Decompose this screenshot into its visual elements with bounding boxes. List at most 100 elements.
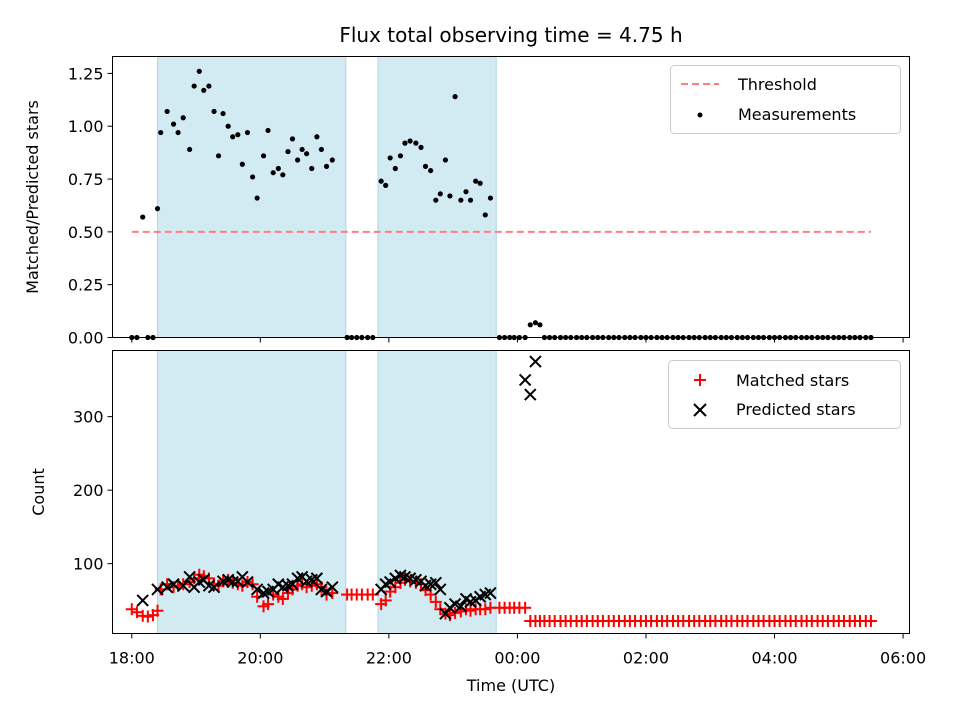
measurement-point xyxy=(383,182,389,188)
chart-title: Flux total observing time = 4.75 h xyxy=(339,23,682,47)
measurement-point xyxy=(187,146,193,153)
top-axes-frame xyxy=(112,56,910,338)
legend-threshold-label: Threshold xyxy=(737,75,817,94)
shaded-interval-0 xyxy=(156,350,347,634)
bottom-y-axis: 100 200 300 xyxy=(73,408,113,574)
predicted-star-point xyxy=(167,578,180,591)
matched-star-point xyxy=(429,595,442,608)
bottom-ytick-label: 200 xyxy=(73,481,104,500)
matched-star-point xyxy=(479,603,492,616)
measurement-point xyxy=(463,189,469,195)
measurement-point xyxy=(467,197,474,203)
top-panel: 0.00 0.25 0.50 0.75 1.00 1.25 Matched/Predict… xyxy=(23,56,910,348)
x-axis-title: Time (UTC) xyxy=(466,676,555,695)
predicted-star-point xyxy=(524,388,537,401)
measurement-point xyxy=(477,180,483,186)
measurement-point xyxy=(428,167,434,174)
predicted-star-point xyxy=(529,355,542,368)
predicted-star-point xyxy=(518,373,532,387)
measurement-point xyxy=(191,83,197,89)
matched-star-point xyxy=(519,601,532,614)
xtick-label: 00:00 xyxy=(494,649,540,668)
top-legend-box xyxy=(670,65,901,134)
bottom-legend: Matched stars Predicted stars xyxy=(668,360,901,429)
bottom-ytick-label: 300 xyxy=(73,408,104,427)
predicted-star-point xyxy=(207,580,221,594)
shaded-interval-0 xyxy=(156,56,347,338)
matched-star-point xyxy=(379,594,392,607)
matched-star-point xyxy=(125,603,138,616)
predicted-star-point xyxy=(429,576,443,589)
predicted-star-point xyxy=(226,575,239,589)
bottom-ytick-label: 100 xyxy=(73,555,104,574)
xtick-label: 04:00 xyxy=(751,649,797,668)
xtick-label: 22:00 xyxy=(366,649,412,668)
top-legend: Threshold Measurements xyxy=(670,65,901,134)
measurement-point xyxy=(285,148,291,155)
measurement-point xyxy=(201,87,207,93)
top-ytick-label: 1.00 xyxy=(68,117,104,136)
measurement-point xyxy=(289,136,296,142)
legend-measurements-label: Measurements xyxy=(738,105,856,124)
measurement-point xyxy=(314,134,320,140)
measurement-point xyxy=(235,132,241,138)
bottom-legend-box xyxy=(668,360,901,429)
predicted-star-point xyxy=(434,583,447,596)
predicted-star-point xyxy=(241,575,254,589)
predicted-star-point xyxy=(136,594,149,607)
measurement-point xyxy=(413,140,419,146)
bottom-predicted-layer xyxy=(136,355,542,620)
measurement-point xyxy=(215,153,222,159)
measurement-point xyxy=(265,127,271,134)
measurement-point xyxy=(225,123,231,129)
bottom-panel: 100 200 300 18:00 20:00 22:00 00:00 02:00 04:00… xyxy=(29,350,926,695)
top-y-axis: 0.00 0.25 0.50 0.75 1.00 1.25 xyxy=(68,64,113,348)
measurement-point xyxy=(270,170,276,176)
measurement-point xyxy=(402,140,408,146)
predicted-star-point xyxy=(484,586,497,600)
top-ytick-label: 1.25 xyxy=(68,64,104,83)
predicted-star-point xyxy=(250,583,264,596)
measurement-point xyxy=(407,138,413,144)
predicted-star-point xyxy=(176,579,190,592)
measurement-point xyxy=(537,322,543,328)
measurement-point xyxy=(452,94,458,100)
measurement-point xyxy=(447,193,453,199)
measurement-point xyxy=(211,108,217,115)
measurement-point xyxy=(260,153,267,159)
measurement-point xyxy=(433,197,439,203)
legend-predicted-swatch xyxy=(693,403,707,417)
measurement-point xyxy=(164,108,170,115)
measurement-point xyxy=(329,157,335,163)
top-ytick-label: 0.25 xyxy=(68,276,104,295)
measurement-point xyxy=(280,172,286,178)
measurement-point xyxy=(220,110,226,117)
predicted-star-point xyxy=(443,601,457,614)
measurement-point xyxy=(309,165,315,172)
bottom-axes-frame xyxy=(112,350,910,634)
predicted-star-point xyxy=(160,580,174,594)
measurement-point xyxy=(239,161,245,167)
legend-predicted-label: Predicted stars xyxy=(736,400,856,419)
measurement-point xyxy=(196,68,202,74)
measurement-point xyxy=(323,163,330,169)
top-shaded-intervals xyxy=(156,56,497,338)
predicted-star-point xyxy=(310,572,324,585)
measurement-point xyxy=(378,178,384,184)
measurement-point xyxy=(230,134,236,140)
measurement-point xyxy=(244,129,251,136)
matched-star-point xyxy=(276,592,289,605)
measurement-point xyxy=(527,322,533,328)
shaded-interval-1 xyxy=(377,56,497,338)
measurement-point xyxy=(275,165,281,172)
matched-star-point xyxy=(300,581,313,594)
xtick-label: 20:00 xyxy=(237,649,283,668)
measurement-point xyxy=(458,197,464,203)
bottom-matched-layer xyxy=(125,568,877,628)
bottom-y-axis-title: Count xyxy=(29,468,48,516)
measurement-point xyxy=(392,165,398,172)
measurement-point xyxy=(422,163,429,169)
top-y-axis-title: Matched/Predicted stars xyxy=(23,100,42,294)
